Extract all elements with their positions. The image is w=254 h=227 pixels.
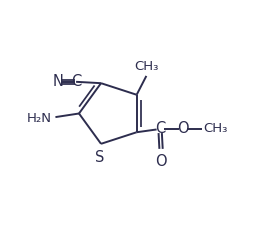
Text: N: N [52,74,63,89]
Text: O: O [155,154,166,169]
Text: CH₃: CH₃ [134,60,158,73]
Text: CH₃: CH₃ [203,122,227,135]
Text: C: C [154,121,165,136]
Text: S: S [94,150,104,165]
Text: C: C [71,74,81,89]
Text: O: O [177,121,188,136]
Text: H₂N: H₂N [26,112,51,125]
